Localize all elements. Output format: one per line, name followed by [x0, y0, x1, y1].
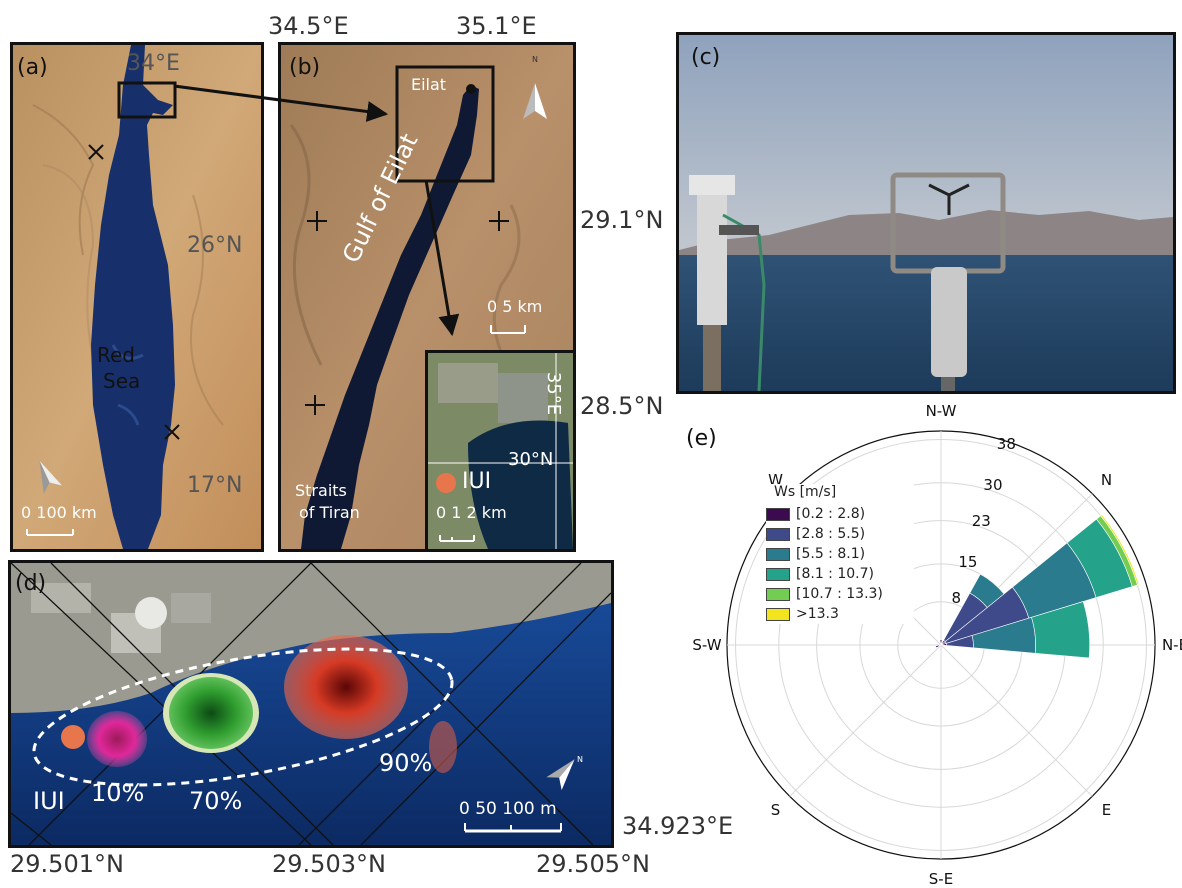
panel-d-label: (d) [15, 571, 47, 596]
legend-label: [8.1 : 10.7) [796, 566, 874, 582]
lat-17n-label: 17°N [187, 473, 243, 498]
inset-lon-35e-label: 35°E [543, 371, 565, 416]
legend-swatch [766, 527, 790, 541]
straits-label-line1: Straits [295, 481, 347, 500]
lat-label-28-5: 28.5°N [580, 392, 664, 420]
rose-radial-tick-label: 38 [996, 434, 1016, 453]
legend-row: [8.1 : 10.7) [766, 564, 914, 584]
lat-26n-label: 26°N [187, 233, 243, 258]
connector-arrows [173, 84, 460, 337]
legend-swatch [766, 607, 790, 621]
inset-map-iui: 35°E 30°N IUI 0 1 2 km [425, 350, 576, 552]
panel-a-label: (a) [17, 55, 48, 80]
panel-d-north-label: N [577, 755, 583, 764]
legend-row: [10.7 : 13.3) [766, 584, 914, 604]
lat-label-29-501: 29.501°N [10, 850, 124, 878]
rose-direction-label: S [770, 801, 781, 820]
legend-label: [10.7 : 13.3) [796, 586, 883, 602]
gulf-of-eilat-water [301, 85, 479, 549]
red-sea-label-line1: Red [97, 343, 135, 367]
lat-label-29-1: 29.1°N [580, 206, 664, 234]
rose-spoke [940, 644, 1093, 797]
panel-e-label: (e) [686, 426, 717, 451]
legend-label: >13.3 [796, 606, 839, 622]
legend-label: [2.8 : 5.5) [796, 526, 866, 542]
panel-a-scale-text: 0 100 km [21, 503, 97, 522]
legend-swatch [766, 567, 790, 581]
footprint-90-label: 90% [379, 749, 433, 777]
red-sea-map-image [13, 45, 261, 549]
rose-radial-tick-label: 8 [951, 589, 961, 608]
legend-row: >13.3 [766, 604, 914, 624]
panel-b-scale-text: 0 5 km [487, 297, 543, 316]
legend-swatch [766, 507, 790, 521]
rose-radial-tick-label: 15 [958, 553, 978, 572]
panel-c-label: (c) [691, 45, 721, 70]
rose-direction-label: S-E [928, 870, 954, 888]
north-label: N [532, 55, 538, 64]
instrument-photo-image [679, 35, 1173, 391]
lon-label-34-5: 34.5°E [268, 12, 349, 40]
panel-b-label: (b) [289, 55, 321, 80]
lon-label-34-923: 34.923°E [622, 812, 734, 840]
inset-iui-label: IUI [462, 469, 492, 494]
wind-speed-legend: Ws [m/s] [0.2 : 2.8) [2.8 : 5.5) [5.5 : 8.… [766, 484, 914, 624]
legend-title: Ws [m/s] [774, 484, 837, 500]
legend-label: [5.5 : 8.1) [796, 546, 866, 562]
rose-direction-label: N-W [925, 402, 957, 420]
eilat-label: Eilat [411, 75, 447, 94]
panel-a-red-sea-map: (a) 34°E 26°N 17°N Red Sea 0 100 km [10, 42, 264, 552]
rose-radial-tick-label: 23 [971, 512, 991, 531]
lat-label-29-505: 29.505°N [536, 850, 650, 878]
rose-petal-segment [939, 639, 943, 646]
legend-row: [0.2 : 2.8) [766, 504, 914, 524]
red-sea-label-line2: Sea [103, 369, 141, 393]
rose-petal-segment [1031, 601, 1090, 659]
rose-direction-label: N-E [1161, 636, 1182, 654]
legend-swatch [766, 587, 790, 601]
footprint-10-label: 10% [91, 779, 145, 807]
panel-c-instrument-photo: (c) [676, 32, 1176, 394]
rose-radial-tick-label: 30 [983, 476, 1003, 495]
rose-petal-segment [1100, 514, 1140, 586]
lat-label-29-503: 29.503°N [272, 850, 386, 878]
legend-row: [5.5 : 8.1) [766, 544, 914, 564]
inset-map-image [428, 353, 573, 549]
panel-d-scale-text: 0 50 100 m [459, 799, 557, 819]
legend-row: [2.8 : 5.5) [766, 524, 914, 544]
inset-scale-text: 0 1 2 km [436, 503, 507, 522]
footprint-70-label: 70% [189, 787, 243, 815]
north-arrow-icon [523, 83, 547, 119]
rose-direction-label: E [1101, 801, 1112, 820]
straits-label-line2: of Tiran [299, 503, 360, 522]
panel-d-footprint-map: (d) N IUI 10% 70% 90% 0 50 100 m [8, 560, 614, 848]
legend-swatch [766, 547, 790, 561]
legend-label: [0.2 : 2.8) [796, 506, 866, 522]
inset-lat-30n-label: 30°N [508, 449, 554, 470]
rose-spoke [789, 644, 942, 797]
rose-direction-label: N [1100, 470, 1113, 489]
north-arrow-icon [546, 759, 575, 791]
footprint-map-image [11, 563, 611, 845]
iui-label: IUI [33, 787, 65, 815]
lon-34e-label: 34°E [127, 51, 180, 76]
rose-direction-label: S-W [692, 636, 722, 654]
red-sea-water [91, 45, 175, 549]
lon-label-35-1: 35.1°E [456, 12, 537, 40]
wind-rose-chart [726, 430, 1156, 860]
rose-petal-segment [935, 644, 942, 649]
